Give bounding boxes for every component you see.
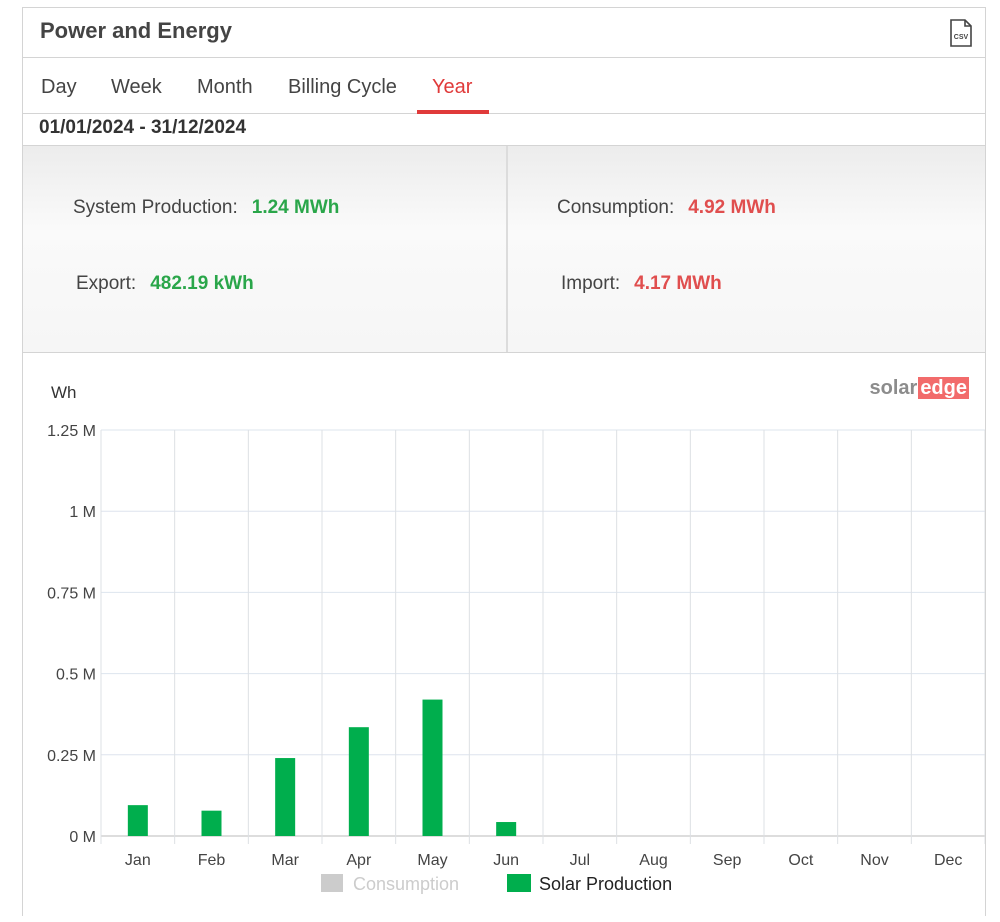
x-tick-label: Mar <box>271 852 299 869</box>
bar-mar <box>275 758 296 836</box>
date-range: 01/01/2024 - 31/12/2024 <box>39 117 247 138</box>
logo-text-a: solar <box>869 377 918 399</box>
export-stat: Export: 482.19 kWh <box>76 273 254 295</box>
svg-text:CSV: CSV <box>954 34 969 41</box>
logo-text-b: edge <box>918 377 969 399</box>
x-tick-label: Feb <box>198 852 226 869</box>
y-tick-label: 0.5 M <box>56 667 96 684</box>
tab-year[interactable]: Year <box>432 76 473 98</box>
legend-consumption-label: Consumption <box>353 874 459 894</box>
csv-icon[interactable]: CSV <box>949 19 973 47</box>
bar-jan <box>127 805 148 836</box>
tab-billing-cycle[interactable]: Billing Cycle <box>288 76 397 98</box>
x-tick-label: Dec <box>934 852 962 869</box>
x-tick-label: Nov <box>860 852 888 869</box>
y-tick-label: 1 M <box>69 504 96 521</box>
x-tick-label: Aug <box>639 852 667 869</box>
bar-feb <box>201 810 222 836</box>
x-tick-label: Jun <box>493 852 519 869</box>
legend-consumption-swatch <box>321 874 343 892</box>
import-value: 4.17 MWh <box>634 273 722 294</box>
period-tabs: Day Week Month Billing Cycle Year <box>23 58 985 114</box>
consumption-label: Consumption: <box>557 197 675 218</box>
legend-production-label: Solar Production <box>539 874 672 894</box>
power-energy-panel: Power and Energy CSV Day Week Month Bill… <box>22 7 986 916</box>
production-label: System Production: <box>73 197 238 218</box>
chart-canvas: Wh 0 M 0.25 M 0.5 M 0.75 M 1 M 1.25 M Jan Feb Mar… <box>47 383 986 894</box>
x-tick-label: Apr <box>346 852 372 869</box>
x-tick-label: Oct <box>788 852 813 869</box>
summary-divider <box>506 146 508 352</box>
bar-may <box>422 699 443 836</box>
tab-day[interactable]: Day <box>41 76 77 98</box>
x-tick-label: Jul <box>570 852 590 869</box>
y-axis-label: Wh <box>51 383 77 402</box>
tab-month[interactable]: Month <box>197 76 253 98</box>
panel-title: Power and Energy <box>40 18 232 43</box>
y-tick-label: 0 M <box>69 829 96 846</box>
y-tick-label: 0.25 M <box>47 748 96 765</box>
production-stat: System Production: 1.24 MWh <box>73 197 339 219</box>
bar-jun <box>496 822 517 836</box>
consumption-value: 4.92 MWh <box>688 197 776 218</box>
energy-chart: solar edge Wh 0 M 0.25 M 0.5 M 0.75 M 1 M 1.25 … <box>23 353 986 917</box>
x-tick-label: Sep <box>713 852 742 869</box>
legend-production-swatch <box>507 874 531 892</box>
import-stat: Import: 4.17 MWh <box>561 273 722 295</box>
consumption-stat: Consumption: 4.92 MWh <box>557 197 776 219</box>
tab-week[interactable]: Week <box>111 76 162 98</box>
bar-apr <box>348 727 369 836</box>
x-tick-label: Jan <box>125 852 151 869</box>
x-tick-label: May <box>417 852 447 869</box>
export-value: 482.19 kWh <box>150 273 254 294</box>
y-tick-label: 1.25 M <box>47 423 96 440</box>
export-label: Export: <box>76 273 137 294</box>
panel-header: Power and Energy CSV <box>23 8 985 58</box>
production-value: 1.24 MWh <box>251 197 340 218</box>
active-tab-indicator <box>417 110 489 114</box>
y-tick-label: 0.75 M <box>47 585 96 602</box>
solaredge-logo: solar edge <box>869 377 969 400</box>
import-label: Import: <box>561 273 621 294</box>
energy-summary: System Production: 1.24 MWh Export: 482.19… <box>23 145 985 353</box>
